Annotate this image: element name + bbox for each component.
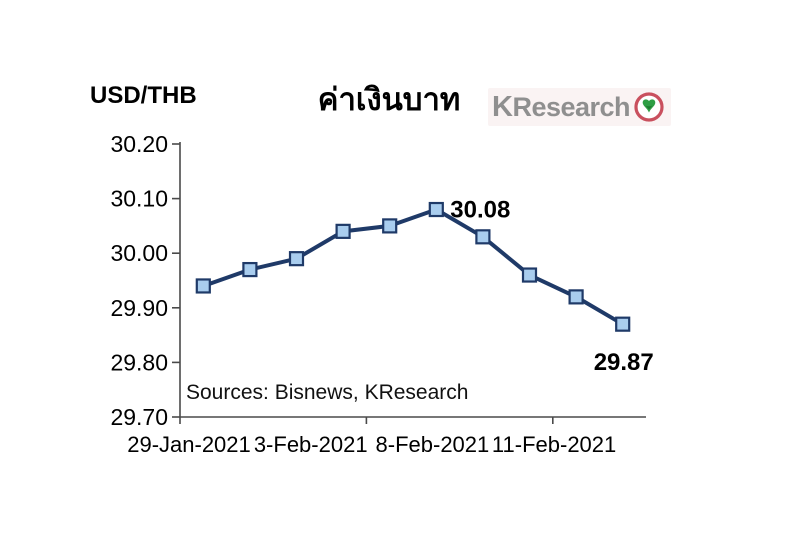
y-tick-label: 29.80 [110,349,168,375]
data-point-marker [195,278,211,294]
data-point-marker [288,251,305,267]
data-point-marker [242,261,258,278]
x-tick-label: 11-Feb-2021 [492,432,616,457]
logo-text-research: Research [512,91,631,122]
logo-text-k: K [492,90,513,123]
data-point-marker [615,316,631,332]
y-axis-unit-label: USD/THB [90,82,197,109]
x-tick-label: 3-Feb-2021 [254,432,368,457]
y-tick-label: 30.20 [110,131,168,157]
source-note: Sources: Bisnews, KResearch [186,381,469,404]
data-point-marker [428,201,444,218]
value-annotation: 30.08 [450,197,510,224]
data-point-marker [335,223,351,239]
y-tick-label: 30.00 [110,240,168,266]
value-annotation: 29.87 [594,349,654,376]
kresearch-logo: K Research [488,88,672,126]
y-tick-label: 29.90 [110,295,168,321]
x-tick-label: 8-Feb-2021 [376,432,490,457]
data-point-marker [475,229,491,245]
chart-title: ค่าเงินบาท [317,82,461,117]
y-tick-label: 29.70 [110,404,168,430]
data-point-marker [382,218,398,234]
data-point-marker [568,289,584,305]
data-point-marker [521,267,538,283]
x-tick-label: 29-Jan-2021 [127,432,251,457]
logo-bird-icon [634,92,664,122]
y-tick-label: 30.10 [110,186,168,212]
usdthb-line-series [201,207,625,327]
